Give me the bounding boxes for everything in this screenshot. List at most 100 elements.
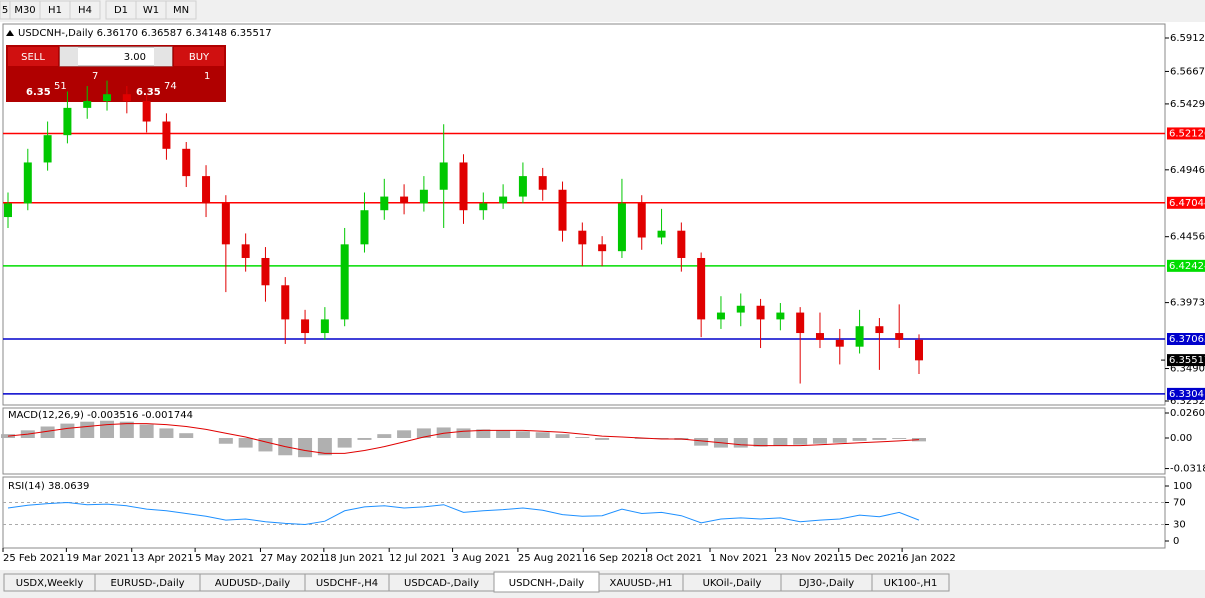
candle-body bbox=[320, 319, 329, 334]
macd-bar bbox=[40, 426, 55, 438]
x-tick-label: 16 Sep 2021 bbox=[583, 553, 646, 564]
macd-bar bbox=[595, 438, 610, 440]
y-tick-label: 6.32520 bbox=[1170, 396, 1205, 407]
macd-bar bbox=[832, 438, 847, 443]
rsi-line bbox=[7, 501, 920, 526]
bid-mid: 51 bbox=[54, 81, 67, 92]
current-price-label: 6.35517 bbox=[1169, 355, 1205, 366]
sell-button[interactable] bbox=[8, 47, 58, 66]
rsi-label: RSI(14) 38.0639 bbox=[8, 481, 89, 492]
macd-bar bbox=[852, 438, 867, 441]
macd-bar bbox=[575, 437, 590, 438]
macd-bar bbox=[535, 432, 550, 438]
macd-bar bbox=[119, 421, 134, 438]
macd-bar bbox=[872, 438, 887, 440]
y-tick-label: 6.44560 bbox=[1170, 232, 1205, 243]
timeframe-label: H1 bbox=[48, 5, 62, 16]
candle-body bbox=[835, 339, 844, 347]
candle-body bbox=[439, 162, 448, 190]
candle-body bbox=[43, 135, 52, 163]
macd-bar bbox=[80, 421, 95, 438]
candle-body bbox=[499, 196, 508, 204]
x-tick-label: 15 Dec 2021 bbox=[839, 553, 903, 564]
tab-label: EURUSD-,Daily bbox=[110, 578, 184, 589]
macd-bar bbox=[258, 438, 273, 452]
candle-body bbox=[261, 257, 270, 286]
volume-up[interactable] bbox=[154, 47, 172, 66]
level-box bbox=[1167, 333, 1205, 346]
candle-body bbox=[657, 230, 666, 238]
timeframe-button[interactable] bbox=[69, 0, 101, 20]
candle-body bbox=[796, 312, 805, 334]
macd-bar bbox=[139, 424, 154, 438]
bid-small: 7 bbox=[92, 71, 98, 82]
x-tick-label: 18 Jun 2021 bbox=[324, 553, 384, 564]
volume-value: 3.00 bbox=[124, 52, 146, 63]
buy-button[interactable] bbox=[174, 47, 224, 66]
macd-bar bbox=[733, 438, 748, 448]
macd-bar bbox=[496, 430, 511, 438]
rsi-tick-label: 0 bbox=[1173, 536, 1179, 547]
buy-label: BUY bbox=[189, 52, 210, 63]
macd-bar bbox=[892, 438, 907, 439]
macd-tick-label: -0.03187 bbox=[1170, 464, 1205, 475]
candle-body bbox=[103, 94, 112, 102]
tab-label: DJ30-,Daily bbox=[799, 578, 855, 589]
macd-bar bbox=[773, 438, 788, 446]
x-tick-label: 8 Oct 2021 bbox=[647, 553, 702, 564]
macd-bar bbox=[377, 434, 392, 438]
candle-body bbox=[915, 339, 923, 361]
rsi-tick-label: 100 bbox=[1173, 481, 1192, 492]
chart-area bbox=[0, 22, 1205, 570]
candle-body bbox=[380, 196, 389, 211]
macd-bar bbox=[159, 428, 174, 438]
macd-signal bbox=[7, 423, 920, 454]
candle-body bbox=[637, 203, 646, 238]
candle-body bbox=[301, 319, 310, 334]
x-tick-label: 12 Jul 2021 bbox=[389, 553, 446, 564]
tab-label: UKOil-,Daily bbox=[703, 578, 762, 589]
timeframe-label: D1 bbox=[114, 5, 128, 16]
candle-body bbox=[578, 230, 587, 245]
candle-body bbox=[736, 305, 745, 313]
x-tick-label: 23 Nov 2021 bbox=[775, 553, 839, 564]
volume-down[interactable] bbox=[60, 47, 78, 66]
rsi-tick-label: 30 bbox=[1173, 520, 1186, 531]
candle-body bbox=[400, 196, 409, 204]
y-tick-label: 6.39730 bbox=[1170, 298, 1205, 309]
timeframe-button[interactable] bbox=[165, 0, 197, 20]
macd-tick-label: 0.02607 bbox=[1170, 408, 1205, 419]
macd-bar bbox=[694, 438, 709, 446]
candle-body bbox=[63, 107, 72, 136]
trade-panel: SELL BUY 3.00 6.35 51 7 6.35 74 1 bbox=[6, 45, 226, 102]
macd-label: MACD(12,26,9) -0.003516 -0.001744 bbox=[8, 410, 193, 421]
x-tick-label: 5 May 2021 bbox=[195, 553, 254, 564]
candle-body bbox=[419, 189, 428, 204]
x-tick-label: 13 Apr 2021 bbox=[132, 553, 194, 564]
y-tick-label: 6.34900 bbox=[1170, 364, 1205, 375]
macd-bar bbox=[753, 438, 768, 447]
level-box bbox=[1167, 127, 1205, 140]
timeframe-label: MN bbox=[173, 5, 189, 16]
y-tick-label: 6.54290 bbox=[1170, 99, 1205, 110]
candle-body bbox=[716, 312, 725, 320]
candle-body bbox=[4, 203, 12, 218]
macd-bar bbox=[298, 438, 313, 458]
candle-body bbox=[855, 326, 864, 347]
macd-bar bbox=[60, 423, 75, 438]
tab-label: UK100-,H1 bbox=[884, 578, 938, 589]
x-tick-label: 25 Feb 2021 bbox=[3, 553, 65, 564]
candle-body bbox=[895, 333, 904, 340]
candle-body bbox=[221, 203, 230, 245]
tab[interactable] bbox=[871, 573, 950, 592]
macd-bar bbox=[812, 438, 827, 444]
x-tick-label: 27 May 2021 bbox=[260, 553, 325, 564]
collapse-icon[interactable] bbox=[6, 30, 14, 36]
candle-body bbox=[776, 312, 785, 320]
level-label: 6.42424 bbox=[1169, 261, 1205, 272]
candle-body bbox=[83, 101, 92, 108]
candle-body bbox=[459, 162, 468, 211]
macd-bar bbox=[357, 438, 372, 440]
